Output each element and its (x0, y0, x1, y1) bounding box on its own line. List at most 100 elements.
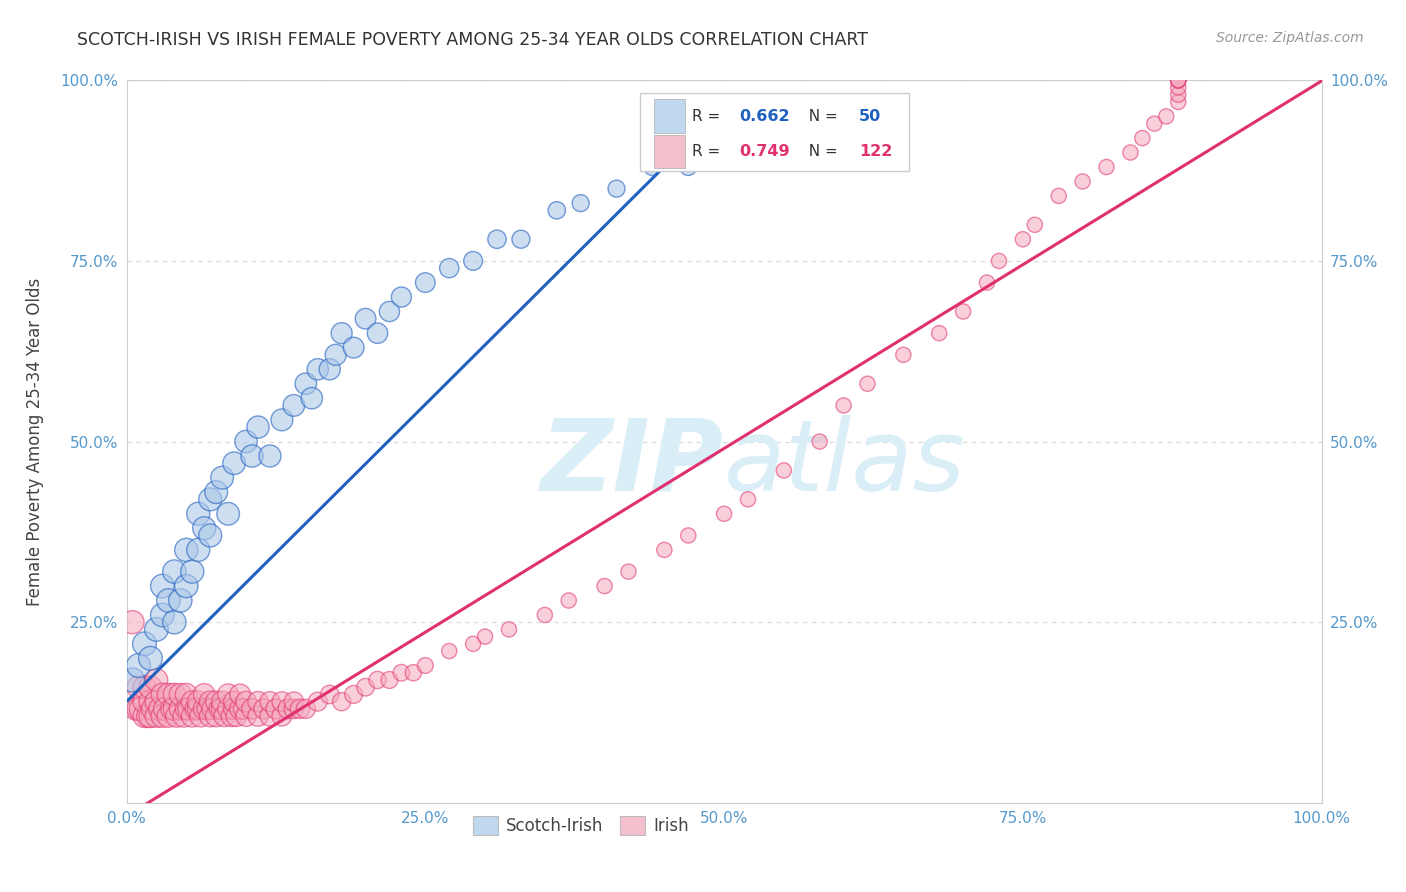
Point (208, 702, 231, 716)
Point (247, 695, 270, 709)
Point (150, 709, 174, 723)
Text: 0.749: 0.749 (740, 144, 790, 159)
Point (222, 702, 246, 716)
FancyBboxPatch shape (654, 135, 685, 168)
Point (461, 637, 484, 651)
Point (181, 565, 204, 579)
Point (205, 695, 228, 709)
Point (270, 413, 294, 427)
Point (318, 687, 342, 701)
Point (366, 326, 388, 340)
Point (214, 709, 236, 723)
Point (217, 702, 239, 716)
Point (354, 680, 377, 694)
Point (129, 702, 152, 716)
Point (1011, 232, 1033, 246)
Text: SCOTCH-IRISH VS IRISH FEMALE POVERTY AMONG 25-34 YEAR OLDS CORRELATION CHART: SCOTCH-IRISH VS IRISH FEMALE POVERTY AMO… (77, 31, 869, 49)
Point (145, 695, 167, 709)
Text: N =: N = (800, 144, 844, 159)
Point (139, 695, 162, 709)
Point (713, 507, 735, 521)
Point (856, 376, 879, 391)
Point (318, 362, 342, 376)
Point (307, 695, 329, 709)
Point (1167, 73, 1189, 87)
Point (225, 709, 247, 723)
Point (301, 391, 323, 405)
Point (235, 434, 257, 449)
Point (127, 658, 149, 673)
Point (145, 709, 167, 723)
Point (270, 695, 294, 709)
Point (1167, 73, 1189, 87)
Point (173, 709, 195, 723)
Point (142, 702, 165, 716)
Point (1167, 87, 1189, 102)
Point (125, 702, 148, 716)
Point (1167, 73, 1189, 87)
Point (737, 492, 759, 507)
Point (174, 702, 197, 716)
Point (1071, 174, 1094, 188)
Point (391, 665, 413, 680)
Point (1154, 110, 1177, 124)
Point (134, 637, 156, 651)
Point (259, 449, 281, 463)
Point (163, 702, 186, 716)
Point (294, 376, 316, 391)
Point (593, 579, 616, 593)
Point (221, 709, 243, 723)
Point (617, 565, 640, 579)
Point (121, 615, 143, 630)
Point (546, 203, 568, 218)
Point (1047, 189, 1070, 203)
Point (235, 695, 257, 709)
Point (235, 709, 257, 723)
Point (641, 160, 664, 174)
Point (232, 702, 254, 716)
Point (461, 253, 484, 268)
Point (378, 304, 401, 318)
Point (222, 695, 246, 709)
Point (1167, 80, 1189, 95)
Legend: Scotch-Irish, Irish: Scotch-Irish, Irish (465, 809, 696, 841)
FancyBboxPatch shape (640, 93, 910, 170)
Point (157, 593, 180, 607)
Point (264, 702, 287, 716)
Point (1130, 131, 1153, 145)
Point (205, 485, 228, 500)
Y-axis label: Female Poverty Among 25-34 Year Olds: Female Poverty Among 25-34 Year Olds (25, 277, 44, 606)
Point (259, 709, 281, 723)
Point (134, 709, 156, 723)
Point (150, 687, 174, 701)
Text: R =: R = (692, 109, 725, 123)
Point (253, 702, 276, 716)
Text: N =: N = (800, 109, 844, 123)
Point (928, 326, 950, 340)
Point (211, 695, 233, 709)
Point (952, 304, 974, 318)
Point (402, 665, 425, 680)
Point (498, 623, 520, 637)
Point (145, 623, 167, 637)
Point (190, 709, 212, 723)
Point (127, 702, 149, 716)
Text: R =: R = (692, 144, 725, 159)
Point (149, 702, 172, 716)
Point (169, 687, 191, 701)
Point (174, 579, 197, 593)
Point (1024, 218, 1046, 232)
Point (557, 593, 581, 607)
Point (136, 709, 159, 723)
Point (676, 160, 699, 174)
Point (366, 673, 388, 687)
Point (439, 644, 461, 658)
Point (509, 232, 531, 246)
Point (166, 709, 188, 723)
Point (247, 709, 270, 723)
Point (169, 593, 191, 607)
Point (229, 702, 252, 716)
Text: 0.662: 0.662 (740, 109, 790, 123)
Point (200, 492, 222, 507)
Point (1167, 95, 1189, 109)
